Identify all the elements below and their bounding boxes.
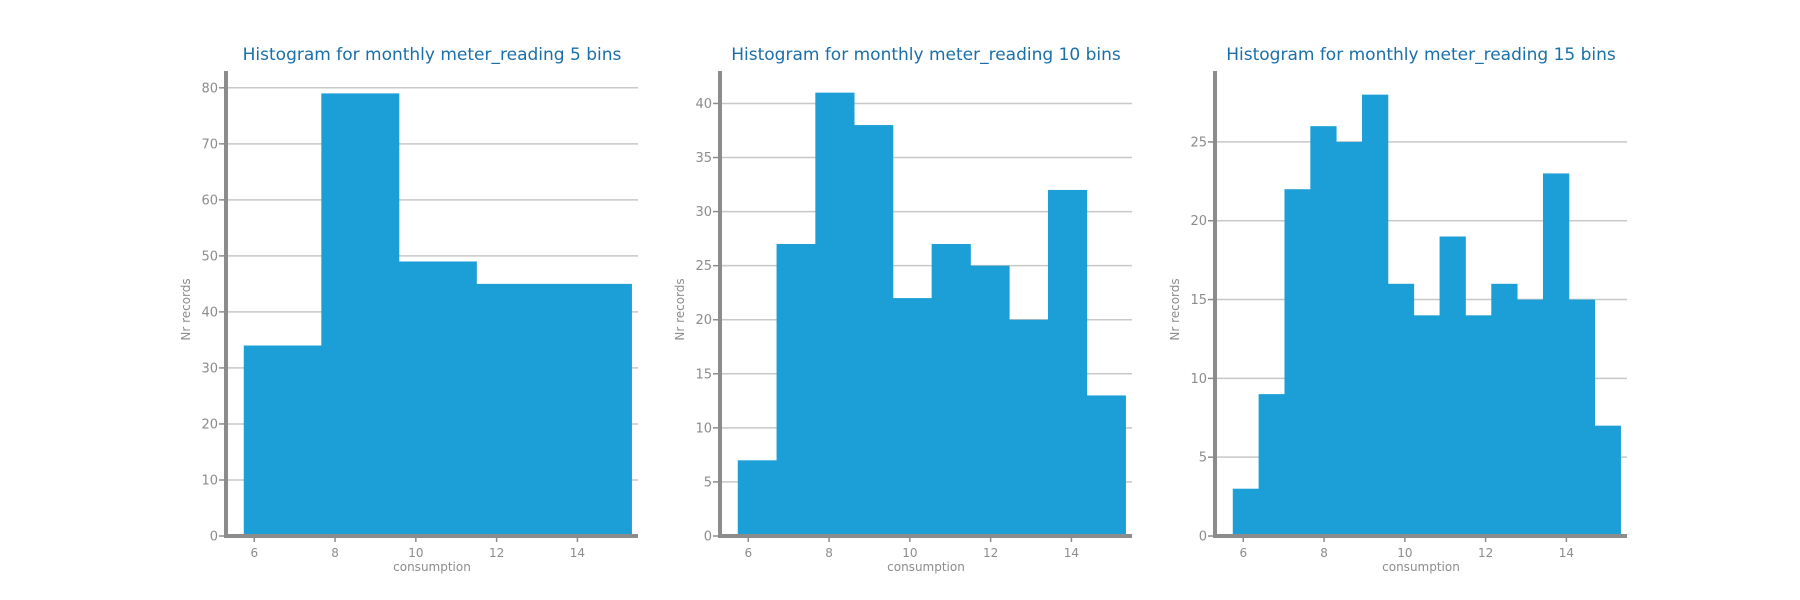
histogram-bar bbox=[1439, 236, 1466, 536]
y-tick-label: 10 bbox=[695, 421, 712, 436]
histogram-bar bbox=[931, 244, 971, 536]
histogram-bar bbox=[1284, 189, 1311, 536]
x-tick-label: 8 bbox=[825, 546, 833, 560]
x-tick-label: 12 bbox=[983, 546, 998, 560]
y-tick-label: 15 bbox=[695, 367, 712, 382]
histogram-bar bbox=[1465, 315, 1492, 536]
histogram-bar bbox=[1047, 189, 1088, 536]
y-axis-label: Nr records bbox=[1168, 278, 1182, 340]
y-tick-label: 70 bbox=[201, 137, 218, 152]
histogram-15-bins: 0 5 10 15 20 25 6 8 10 12 14 Histogram for monthly … bbox=[1168, 45, 1627, 574]
chart-title: Histogram for monthly meter_reading 5 bi… bbox=[243, 45, 622, 65]
histogram-bar bbox=[1258, 394, 1285, 536]
x-tick-label: 14 bbox=[1064, 546, 1079, 560]
y-axis-label: Nr records bbox=[179, 278, 193, 340]
x-tick-label: 14 bbox=[1559, 546, 1574, 560]
y-tick-label: 25 bbox=[695, 259, 712, 274]
chart-title: Histogram for monthly meter_reading 10 b… bbox=[731, 45, 1121, 65]
x-tick-label: 6 bbox=[744, 546, 752, 560]
histogram-bar bbox=[1336, 141, 1363, 537]
histogram-bar bbox=[553, 283, 632, 536]
histogram-bar bbox=[1517, 299, 1544, 536]
histogram-5-bins: 0 10 20 30 40 50 60 70 80 6 8 10 12 14 Histogram for m… bbox=[179, 45, 638, 574]
histogram-bar bbox=[398, 261, 477, 536]
x-tick-label: 10 bbox=[902, 546, 917, 560]
y-tick-label: 40 bbox=[695, 97, 712, 112]
x-tick-label: 6 bbox=[250, 546, 258, 560]
histogram-bar bbox=[321, 93, 400, 536]
y-tick-label: 20 bbox=[695, 313, 712, 328]
y-tick-label: 40 bbox=[201, 305, 218, 320]
chart-title: Histogram for monthly meter_reading 15 b… bbox=[1226, 45, 1616, 65]
histogram-bar bbox=[1086, 395, 1126, 536]
y-tick-label: 25 bbox=[1190, 135, 1207, 150]
x-tick-label: 8 bbox=[1320, 546, 1328, 560]
y-tick-label: 30 bbox=[695, 205, 712, 220]
histogram-bar bbox=[243, 345, 322, 536]
x-axis-label: consumption bbox=[393, 560, 471, 574]
histogram-bar bbox=[1568, 299, 1596, 536]
histogram-10-bins: 0 5 10 15 20 25 30 35 40 6 8 10 12 14 Histogram for mo… bbox=[673, 45, 1132, 574]
y-axis-label: Nr records bbox=[673, 278, 687, 340]
y-tick-label: 80 bbox=[201, 81, 218, 96]
x-tick-label: 12 bbox=[489, 546, 504, 560]
histogram-bar bbox=[815, 92, 855, 537]
x-axis-label: consumption bbox=[1382, 560, 1460, 574]
histogram-bar bbox=[1542, 173, 1570, 536]
histogram-bar bbox=[1232, 488, 1260, 536]
histogram-bar bbox=[1310, 126, 1337, 536]
y-tick-label: 20 bbox=[1190, 214, 1207, 229]
y-tick-label: 5 bbox=[704, 475, 712, 490]
x-tick-label: 12 bbox=[1478, 546, 1493, 560]
y-tick-label: 0 bbox=[210, 530, 218, 545]
histogram-bar bbox=[476, 283, 555, 536]
y-tick-label: 35 bbox=[695, 151, 712, 166]
histogram-bar bbox=[1387, 283, 1415, 536]
y-tick-label: 30 bbox=[201, 361, 218, 376]
x-tick-label: 8 bbox=[331, 546, 339, 560]
histogram-bar bbox=[854, 125, 894, 537]
y-tick-label: 5 bbox=[1199, 451, 1207, 466]
histogram-bar bbox=[776, 244, 816, 536]
x-tick-label: 10 bbox=[1397, 546, 1412, 560]
y-tick-label: 20 bbox=[201, 417, 218, 432]
x-axis-label: consumption bbox=[887, 560, 965, 574]
y-tick-label: 15 bbox=[1190, 293, 1207, 308]
histogram-bar bbox=[737, 460, 777, 536]
histogram-bar bbox=[970, 265, 1010, 536]
y-tick-label: 10 bbox=[201, 473, 218, 488]
y-tick-label: 0 bbox=[1199, 530, 1207, 545]
y-tick-label: 50 bbox=[201, 249, 218, 264]
histogram-bar bbox=[1362, 94, 1389, 536]
x-tick-label: 6 bbox=[1239, 546, 1247, 560]
x-tick-label: 10 bbox=[408, 546, 423, 560]
histogram-bar bbox=[892, 298, 933, 536]
histogram-bar bbox=[1594, 425, 1621, 536]
y-tick-label: 60 bbox=[201, 193, 218, 208]
histogram-bar bbox=[1413, 315, 1440, 536]
x-tick-label: 14 bbox=[570, 546, 585, 560]
histogram-bar bbox=[1491, 283, 1518, 536]
y-tick-label: 0 bbox=[704, 530, 712, 545]
y-tick-label: 10 bbox=[1190, 372, 1207, 387]
histogram-bar bbox=[1009, 319, 1049, 536]
